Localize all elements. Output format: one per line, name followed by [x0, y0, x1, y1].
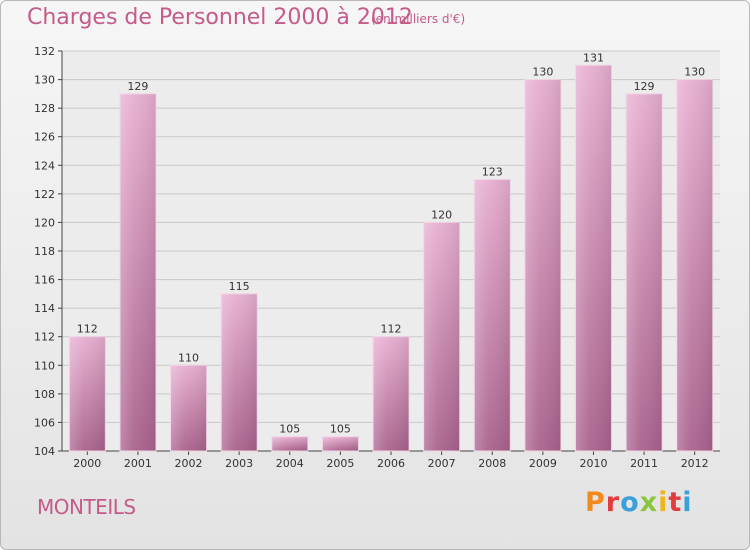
y-tick-label: 110	[34, 359, 55, 372]
y-tick-label: 112	[34, 331, 55, 344]
x-tick-label: 2004	[276, 457, 304, 470]
x-tick-label: 2003	[225, 457, 253, 470]
logo-letter: t	[668, 487, 683, 518]
bar-shine	[221, 293, 258, 451]
x-tick-label: 2000	[73, 457, 101, 470]
bar-shine	[474, 179, 511, 452]
x-tick-label: 2002	[175, 457, 203, 470]
bar-value-label: 130	[684, 66, 705, 79]
bar-value-label: 129	[634, 80, 655, 93]
chart-subtitle: (en milliers d'€)	[371, 12, 466, 26]
y-tick-label: 108	[34, 388, 55, 401]
x-tick-label: 2006	[377, 457, 405, 470]
bar-value-label: 131	[583, 51, 604, 64]
bar-shine	[170, 365, 207, 451]
city-name: MONTEILS	[37, 495, 136, 519]
bar-shine	[524, 79, 561, 452]
y-tick-label: 106	[34, 416, 55, 429]
logo-letter: i	[682, 487, 693, 518]
bar-value-label: 130	[532, 66, 553, 79]
y-tick-label: 114	[34, 302, 55, 315]
bar-shine	[322, 436, 359, 451]
x-tick-label: 2012	[681, 457, 709, 470]
bar-value-label: 115	[229, 280, 250, 293]
bar-shine	[626, 93, 663, 451]
logo-letter: x	[639, 487, 659, 518]
y-tick-label: 122	[34, 188, 55, 201]
x-tick-label: 2010	[579, 457, 607, 470]
proxiti-logo: Proxiti	[585, 487, 693, 518]
logo-letter: o	[620, 487, 640, 518]
y-tick-label: 126	[34, 131, 55, 144]
bar-value-label: 105	[330, 423, 351, 436]
bar-shine	[271, 436, 308, 451]
x-tick-label: 2009	[529, 457, 557, 470]
y-tick-label: 104	[34, 445, 55, 458]
chart-title: Charges de Personnel 2000 à 2012	[27, 5, 413, 30]
bar-value-label: 129	[127, 80, 148, 93]
bar-value-label: 123	[482, 166, 503, 179]
bar-shine	[119, 93, 156, 451]
bar-shine	[373, 336, 409, 451]
bar-value-label: 120	[431, 208, 452, 221]
y-tick-label: 132	[34, 45, 55, 58]
x-tick-label: 2005	[326, 457, 354, 470]
x-tick-label: 2008	[478, 457, 506, 470]
bar-shine	[575, 65, 612, 452]
y-tick-label: 128	[34, 102, 55, 115]
bar-value-label: 112	[77, 323, 98, 336]
logo-letter: r	[605, 487, 621, 518]
x-tick-label: 2001	[124, 457, 152, 470]
bar-shine	[69, 336, 106, 451]
logo-letter: P	[585, 487, 606, 518]
x-tick-label: 2007	[428, 457, 456, 470]
logo-letter: i	[658, 487, 669, 518]
bar-layer: 112 129 110 115 105 105 112 120 123 130 131 129 130	[68, 51, 714, 452]
y-tick-label: 116	[34, 274, 55, 287]
bar-shine	[676, 79, 713, 452]
bar-value-label: 110	[178, 351, 199, 364]
y-tick-label: 130	[34, 74, 55, 87]
y-tick-label: 118	[34, 245, 55, 258]
bar-shine	[423, 222, 460, 451]
bar-value-label: 105	[279, 423, 300, 436]
y-tick-label: 124	[34, 159, 55, 172]
bar-value-label: 112	[381, 323, 402, 336]
y-tick-label: 120	[34, 216, 55, 229]
x-tick-label: 2011	[630, 457, 658, 470]
